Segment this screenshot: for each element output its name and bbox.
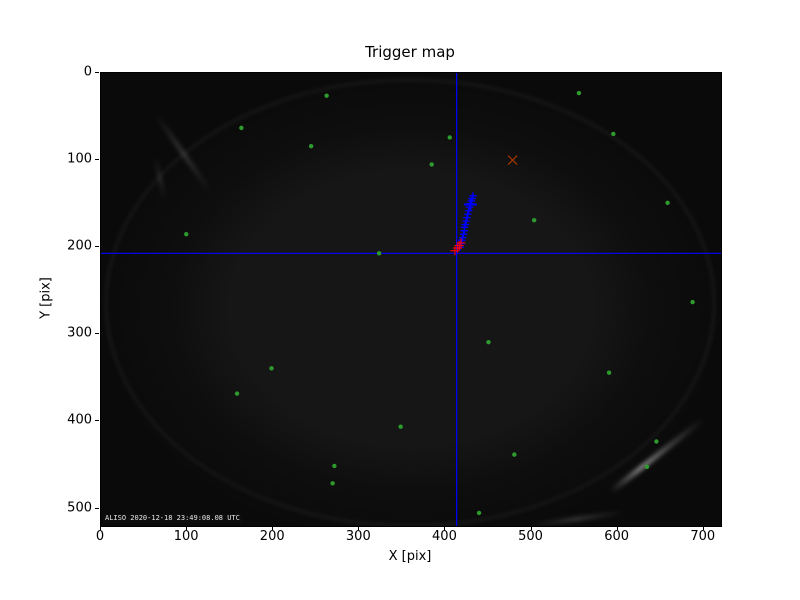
stars-marker	[308, 143, 314, 149]
stars-marker	[665, 200, 670, 206]
y-tick-mark	[95, 420, 99, 422]
track-marker	[469, 192, 477, 200]
x-tick-label: 500	[518, 529, 543, 544]
stars-marker	[654, 439, 659, 444]
stars-marker	[429, 162, 434, 167]
x-tick-label: 300	[345, 529, 371, 544]
track-head-marker	[463, 198, 477, 212]
x-tick-label: 100	[173, 529, 199, 544]
fisheye-rim	[105, 79, 715, 526]
stars-marker	[690, 299, 695, 305]
y-tick-mark	[95, 72, 99, 73]
stars-marker	[234, 391, 240, 396]
y-axis-label: Y [pix]	[38, 277, 54, 319]
stars-marker	[398, 424, 403, 429]
x-tick-mark	[444, 526, 446, 530]
y-tick-mark	[95, 333, 99, 335]
x-tick-label: 600	[604, 529, 630, 544]
flagged-marker	[507, 155, 518, 166]
stars-marker	[184, 231, 189, 237]
y-tick-label: 100	[67, 151, 92, 167]
track-marker	[462, 217, 470, 225]
x-tick-mark	[186, 526, 188, 530]
x-tick-label: 700	[690, 529, 716, 544]
x-tick-mark	[358, 526, 360, 530]
y-tick-mark	[95, 507, 99, 509]
stars-marker	[531, 218, 537, 223]
stars-marker	[576, 90, 582, 96]
y-tick-label: 300	[67, 325, 92, 341]
y-tick-label: 0	[83, 64, 92, 80]
plot-area: ALISO 2020-12-18 23:49:08.08 UTC	[100, 72, 722, 527]
stars-marker	[611, 131, 616, 137]
stars-marker	[239, 125, 244, 131]
plot-overlay	[101, 73, 721, 526]
stars-marker	[269, 366, 274, 371]
x-tick-label: 0	[95, 529, 105, 544]
x-tick-label: 400	[432, 529, 457, 544]
stars-marker	[512, 452, 517, 457]
y-tick-mark	[95, 159, 99, 161]
stars-marker	[330, 481, 335, 486]
stars-marker	[332, 463, 337, 469]
stars-marker	[644, 464, 650, 469]
track-marker	[463, 213, 471, 222]
x-tick-label: 200	[259, 529, 285, 544]
y-tick-label: 500	[67, 500, 92, 516]
track-marker	[459, 230, 468, 238]
watermark-text: ALISO 2020-12-18 23:49:08.08 UTC	[103, 514, 242, 523]
x-tick-mark	[616, 526, 618, 530]
y-tick-label: 200	[67, 238, 92, 254]
x-tick-mark	[100, 526, 101, 530]
stars-marker	[324, 93, 329, 98]
chart-title: Trigger map	[365, 43, 455, 61]
x-tick-mark	[272, 526, 274, 530]
y-tick-label: 400	[67, 412, 92, 428]
stars-marker	[376, 251, 382, 256]
triggers-marker	[456, 238, 466, 248]
track-marker	[458, 233, 467, 242]
x-tick-mark	[702, 526, 704, 530]
stars-marker	[486, 339, 491, 345]
x-tick-mark	[530, 526, 532, 530]
x-axis-label: X [pix]	[388, 549, 432, 564]
track-marker	[461, 220, 470, 229]
stars-marker	[476, 510, 482, 516]
track-marker	[464, 210, 472, 218]
stars-marker	[447, 135, 452, 140]
stars-marker	[606, 370, 612, 375]
y-tick-mark	[95, 246, 99, 248]
